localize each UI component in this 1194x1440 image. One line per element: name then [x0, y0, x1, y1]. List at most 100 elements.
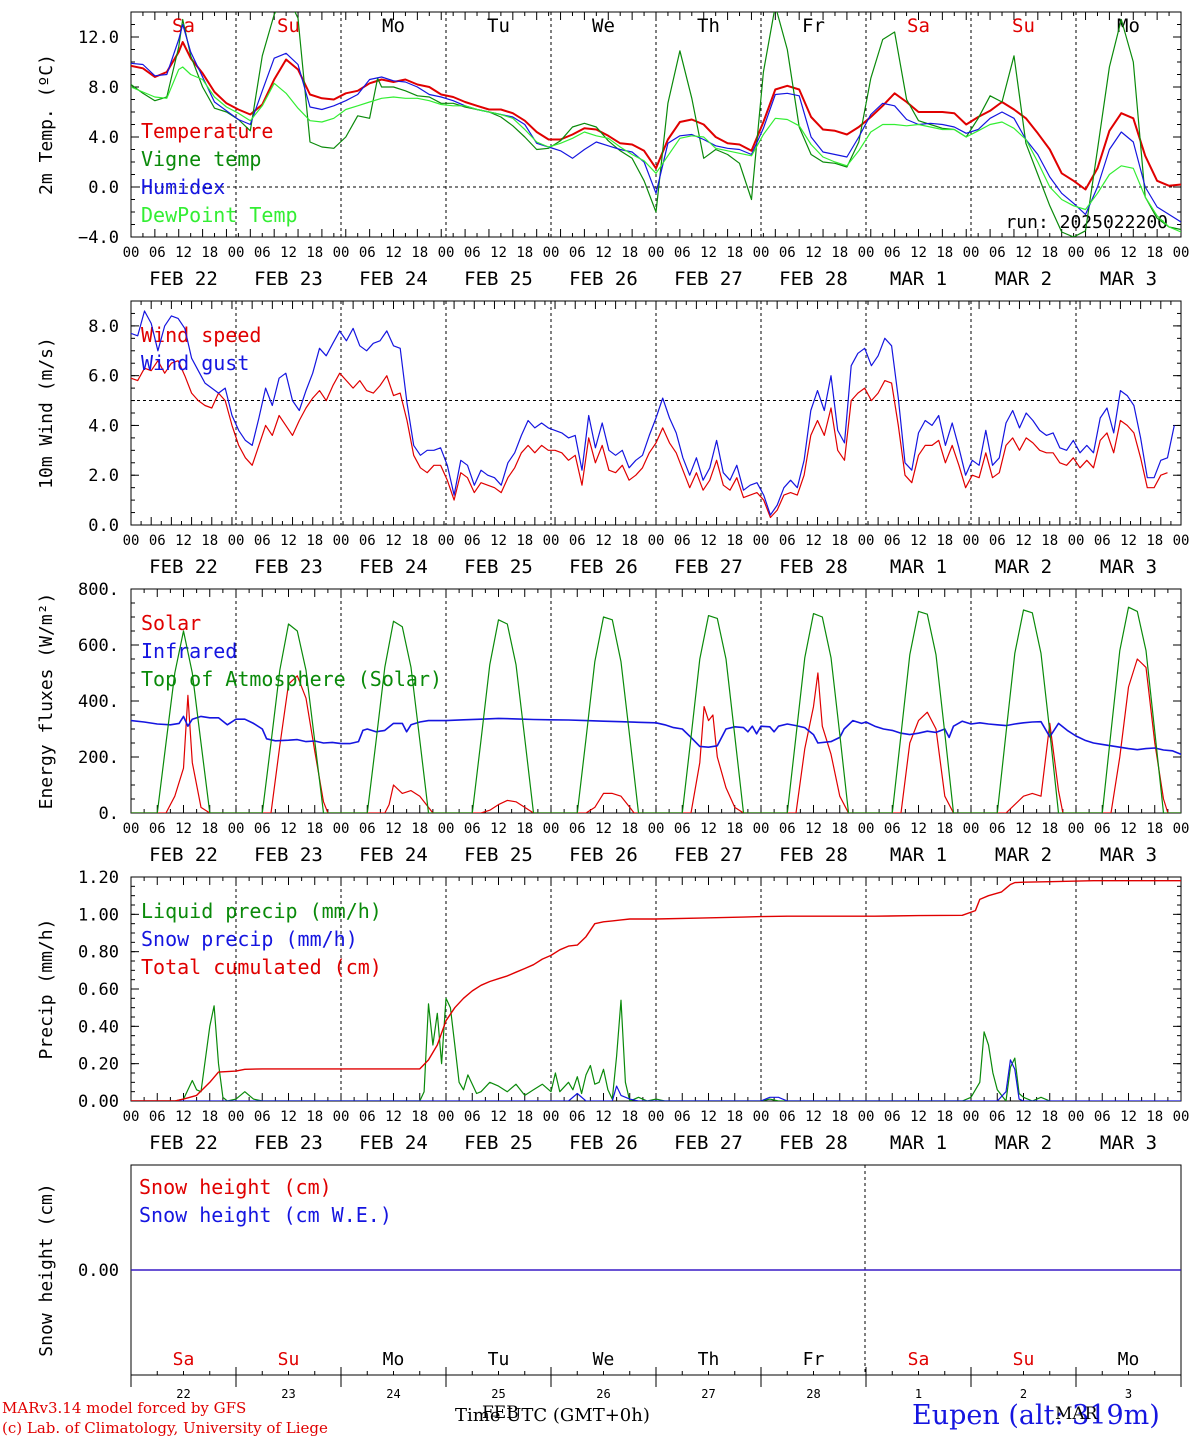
weekday-label: Sa: [907, 15, 930, 37]
weekday-label: Mo: [1117, 15, 1140, 37]
date-label: MAR 3: [1100, 268, 1157, 290]
y-axis-title: Precip (mm/h): [36, 919, 57, 1060]
hour-tick-label: 00: [228, 533, 245, 549]
hour-tick-label: 06: [674, 821, 691, 837]
hour-tick-label: 00: [333, 1109, 350, 1125]
hour-tick-label: 06: [359, 533, 376, 549]
y-tick-label: 8.0: [88, 317, 119, 337]
hour-tick-label: 00: [543, 821, 560, 837]
hour-tick-label: 12: [805, 533, 822, 549]
hour-tick-label: 00: [333, 245, 350, 261]
hour-tick-label: 00: [228, 245, 245, 261]
date-label: FEB 22: [149, 844, 218, 866]
date-label: FEB 24: [359, 844, 428, 866]
date-label: FEB 23: [254, 268, 323, 290]
hour-tick-label: 18: [936, 533, 953, 549]
hour-tick-label: 00: [438, 821, 455, 837]
hour-tick-label: 00: [123, 1109, 140, 1125]
date-label: FEB 28: [779, 268, 848, 290]
y-tick-label: 6.0: [88, 367, 119, 387]
date-label: FEB 28: [779, 1132, 848, 1154]
hour-tick-label: 18: [621, 821, 638, 837]
day-number-label: 1: [915, 1387, 922, 1401]
hour-tick-label: 06: [884, 1109, 901, 1125]
weekday-label: Su: [1013, 1349, 1035, 1370]
date-label: FEB 22: [149, 1132, 218, 1154]
hour-tick-label: 18: [201, 1109, 218, 1125]
hour-tick-label: 06: [779, 821, 796, 837]
y-tick-label: 0.: [99, 804, 119, 824]
hour-tick-label: 00: [543, 245, 560, 261]
hour-tick-label: 12: [1015, 1109, 1032, 1125]
hour-tick-label: 12: [175, 533, 192, 549]
date-label: FEB 23: [254, 1132, 323, 1154]
hour-tick-label: 12: [1015, 245, 1032, 261]
hour-tick-label: 18: [201, 533, 218, 549]
date-label: FEB 23: [254, 556, 323, 578]
hour-tick-label: 12: [280, 533, 297, 549]
hour-tick-label: 06: [1094, 533, 1111, 549]
hour-tick-label: 00: [1068, 533, 1085, 549]
legend-entry: Wind speed: [141, 323, 261, 347]
y-tick-label: 2.0: [88, 466, 119, 486]
series-line: [131, 360, 1168, 519]
hour-tick-label: 12: [280, 245, 297, 261]
y-tick-label: 12.0: [78, 28, 119, 48]
hour-tick-label: 00: [333, 821, 350, 837]
hour-tick-label: 06: [464, 821, 481, 837]
date-label: MAR 2: [995, 556, 1052, 578]
hour-tick-label: 18: [1146, 533, 1163, 549]
hour-tick-label: 00: [1068, 821, 1085, 837]
legend-entry: Snow height (cm): [139, 1175, 332, 1199]
hour-tick-label: 06: [464, 245, 481, 261]
hour-tick-label: 12: [700, 821, 717, 837]
hour-tick-label: 18: [1146, 245, 1163, 261]
hour-tick-label: 06: [149, 1109, 166, 1125]
hour-tick-label: 06: [149, 245, 166, 261]
hour-tick-label: 06: [779, 533, 796, 549]
station-name: Eupen (alt: 319m): [912, 1400, 1160, 1431]
date-label: MAR 3: [1100, 556, 1157, 578]
hour-tick-label: 18: [831, 1109, 848, 1125]
date-label: MAR 1: [890, 844, 947, 866]
hour-tick-label: 06: [779, 1109, 796, 1125]
weekday-label: Mo: [1118, 1349, 1140, 1370]
hour-tick-label: 00: [858, 533, 875, 549]
y-axis-title: Snow height (cm): [36, 1183, 57, 1356]
day-number-label: 28: [806, 1387, 820, 1401]
date-label: FEB 24: [359, 556, 428, 578]
hour-tick-label: 00: [753, 1109, 770, 1125]
hour-tick-label: 12: [1015, 533, 1032, 549]
day-number-label: 25: [491, 1387, 505, 1401]
hour-tick-label: 00: [438, 1109, 455, 1125]
weekday-label: Mo: [383, 1349, 405, 1370]
hour-tick-label: 18: [621, 533, 638, 549]
hour-tick-label: 18: [621, 245, 638, 261]
legend-entry: Wind gust: [141, 351, 249, 375]
series-line: [131, 41, 1181, 191]
legend-entry: Snow precip (mm/h): [141, 927, 358, 951]
hour-tick-label: 06: [569, 245, 586, 261]
hour-tick-label: 18: [516, 533, 533, 549]
weekday-label: Tu: [488, 1349, 510, 1370]
date-label: FEB 25: [464, 844, 533, 866]
hour-tick-label: 00: [1173, 821, 1190, 837]
hour-tick-label: 18: [306, 821, 323, 837]
hour-tick-label: 06: [989, 1109, 1006, 1125]
hour-tick-label: 12: [490, 245, 507, 261]
date-label: MAR 2: [995, 1132, 1052, 1154]
hour-tick-label: 18: [411, 533, 428, 549]
hour-tick-label: 12: [595, 533, 612, 549]
hour-tick-label: 06: [1094, 821, 1111, 837]
date-label: FEB 25: [464, 556, 533, 578]
hour-tick-label: 00: [1068, 245, 1085, 261]
hour-tick-label: 00: [858, 245, 875, 261]
hour-tick-label: 12: [280, 1109, 297, 1125]
hour-tick-label: 06: [359, 821, 376, 837]
hour-tick-label: 12: [910, 245, 927, 261]
hour-tick-label: 12: [490, 1109, 507, 1125]
date-label: FEB 22: [149, 268, 218, 290]
series-line: [131, 606, 1181, 813]
weekday-label: Su: [277, 15, 300, 37]
legend-entry: DewPoint Temp: [141, 203, 298, 227]
